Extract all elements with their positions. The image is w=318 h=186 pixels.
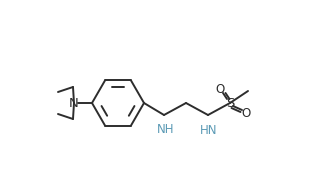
Text: O: O bbox=[215, 83, 225, 95]
Text: S: S bbox=[226, 97, 234, 110]
Text: N: N bbox=[69, 97, 79, 110]
Text: NH: NH bbox=[157, 123, 175, 136]
Text: O: O bbox=[241, 107, 251, 119]
Text: HN: HN bbox=[200, 124, 218, 137]
